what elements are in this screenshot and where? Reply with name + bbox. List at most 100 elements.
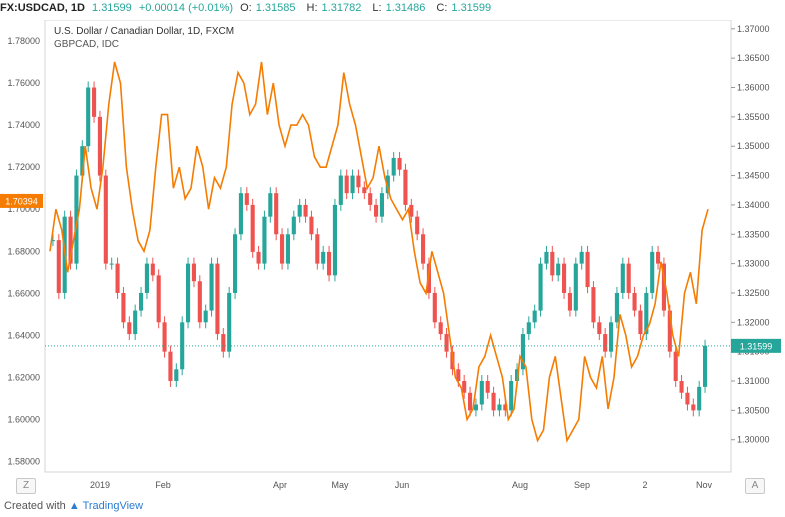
candle-body [650,251,655,293]
candle-body [168,351,173,382]
candle-body [209,263,214,311]
candle-body [156,275,161,323]
high-label: H: [306,2,318,14]
candle-body [591,287,596,323]
candle-body [626,263,631,293]
x-tick-label: Nov [696,480,713,490]
candle-body [121,292,126,323]
candle-body [68,216,73,264]
right-tick-label: 1.33000 [737,259,770,269]
candle-body [509,381,514,411]
auto-scale-button[interactable]: A [745,478,765,494]
candle-body [356,175,361,188]
tradingview-logo-icon[interactable]: ▲ [68,500,80,512]
candle-body [368,193,373,205]
candle-body [544,251,549,264]
close-label: C: [436,2,448,14]
left-tick-label: 1.72000 [7,162,40,172]
x-tick-label: Jun [395,480,410,490]
candle-body [297,204,302,217]
open-label: O: [240,2,252,14]
close-value: 1.31599 [451,2,492,14]
candle-body [573,263,578,311]
candle-body [585,251,590,288]
candle-body [379,193,384,217]
right-tick-label: 1.37000 [737,24,770,34]
tradingview-brand[interactable]: TradingView [82,500,144,512]
candle-body [56,240,61,293]
candle-body [321,251,326,264]
candle-body [127,322,132,335]
left-tick-label: 1.76000 [7,78,40,88]
candle-body [614,292,619,323]
low-value: 1.31486 [385,2,426,14]
candle-body [479,381,484,405]
price-change: +0.00014 (+0.01%) [138,2,234,14]
candles [50,81,708,417]
price-chart[interactable]: U.S. Dollar / Canadian Dollar, 1D, FXCM … [0,20,785,490]
candle-body [374,204,379,217]
ohlc-open: O: 1.31585 [240,2,299,14]
candle-body [456,369,461,382]
candle-body [632,292,637,311]
right-tick-label: 1.32500 [737,288,770,298]
candle-body [180,322,185,370]
candle-body [332,204,337,276]
candle-body [150,263,155,276]
candle-body [520,334,525,370]
candle-body [50,240,55,242]
timezone-button[interactable]: Z [16,478,36,494]
candle-body [103,175,108,264]
x-tick-label: Sep [574,480,590,490]
candle-body [685,392,690,405]
candle-body [97,116,102,176]
candle-body [391,157,396,176]
candle-body [550,251,555,276]
left-tick-label: 1.60000 [7,414,40,424]
candle-body [638,310,643,335]
left-price-marker-label: 1.70394 [5,196,38,206]
right-tick-label: 1.34500 [737,171,770,181]
right-axis: 1.37000 1.36500 1.36000 1.35500 1.35000 1.345… [731,24,770,445]
candle-body [532,310,537,323]
candle-body [174,369,179,382]
right-tick-label: 1.32000 [737,317,770,327]
candle-body [444,334,449,352]
candle-body [139,292,144,311]
price-markers: 1.70394 1.31599 [0,193,781,353]
candle-body [280,234,285,264]
right-tick-label: 1.31000 [737,376,770,386]
left-price-marker [0,193,43,208]
candle-body [115,263,120,293]
candle-body [338,175,343,205]
right-tick-label: 1.35000 [737,141,770,151]
right-price-marker [731,338,781,353]
candle-body [86,87,91,147]
candle-body [667,310,672,352]
right-tick-label: 1.34000 [737,200,770,210]
right-price-marker-label: 1.31599 [740,341,773,351]
candle-body [673,351,678,382]
candle-body [74,175,79,264]
candle-body [644,292,649,335]
candle-body [515,369,520,382]
candle-body [203,310,208,323]
candle-body [409,204,414,217]
x-tick-label: 2019 [90,480,110,490]
chart-subtitle: GBPCAD, IDC [54,39,119,50]
candle-body [191,263,196,282]
candle-body [244,193,249,205]
candle-body [221,334,226,352]
x-tick-label: Feb [155,480,171,490]
chart-title: U.S. Dollar / Canadian Dollar, 1D, FXCM [54,26,234,37]
symbol-label[interactable]: FX:USDCAD, 1D [0,2,85,14]
candle-body [362,187,367,194]
candle-body [426,263,431,293]
x-axis: 2019 Feb Apr May Jun Aug Sep 2 Nov [90,480,713,490]
candle-body [567,292,572,311]
candle-body [215,263,220,335]
plot-area[interactable] [44,20,732,473]
left-tick-label: 1.70000 [7,204,40,214]
right-tick-label: 1.35500 [737,112,770,122]
left-tick-label: 1.58000 [7,456,40,466]
